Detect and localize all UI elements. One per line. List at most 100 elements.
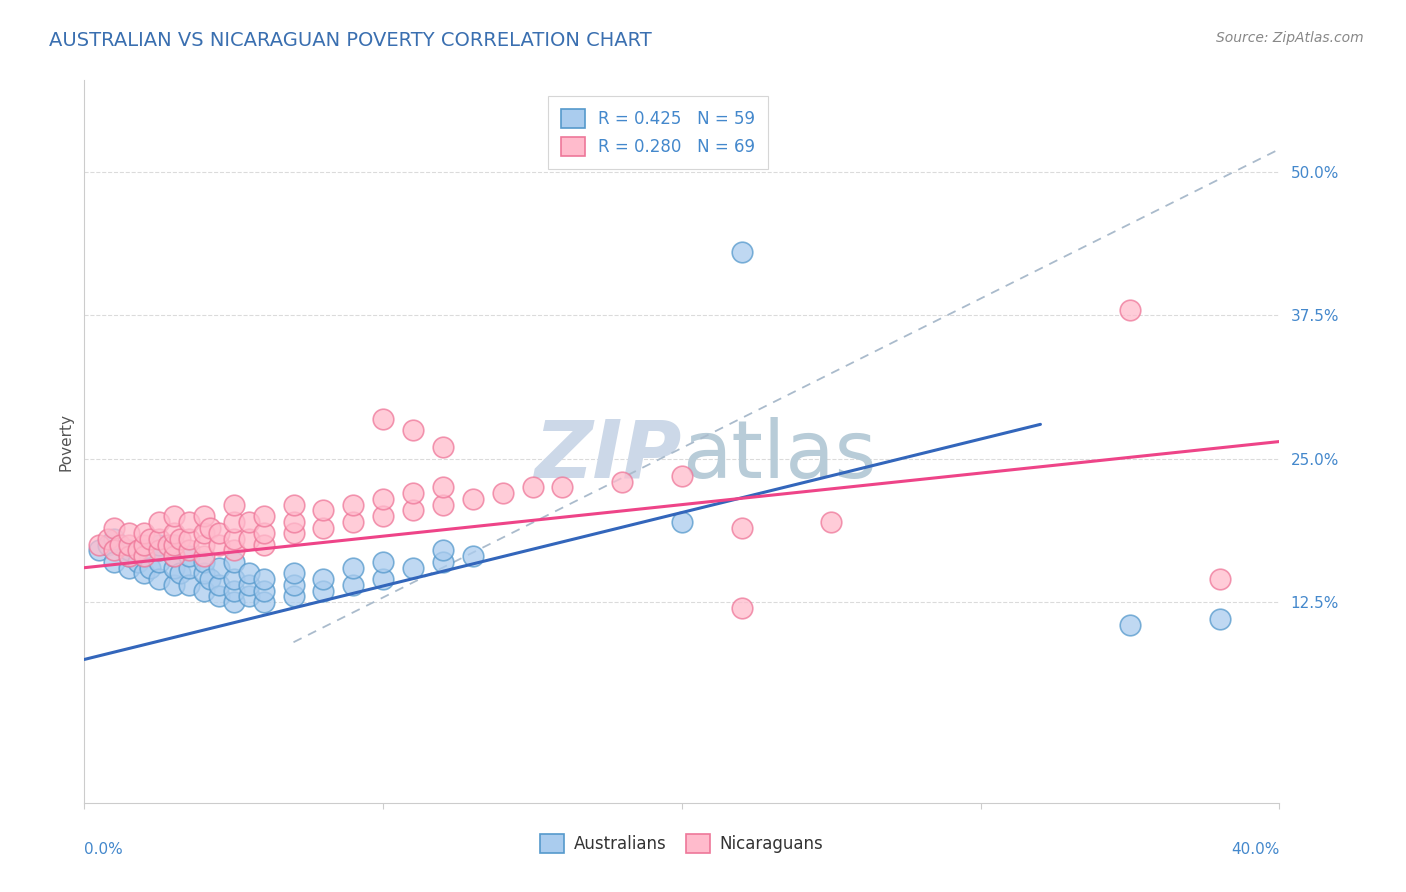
Point	[312, 583, 335, 598]
Point	[222, 515, 245, 529]
Point	[132, 543, 156, 558]
Point	[163, 578, 186, 592]
Point	[118, 543, 141, 558]
Point	[118, 538, 141, 552]
Point	[461, 549, 484, 564]
Point	[163, 549, 186, 564]
Point	[312, 572, 335, 586]
Point	[222, 572, 245, 586]
Point	[222, 532, 245, 546]
Point	[671, 469, 693, 483]
Point	[312, 503, 335, 517]
Point	[208, 526, 231, 541]
Point	[402, 423, 425, 437]
Point	[253, 595, 276, 609]
Point	[342, 560, 364, 574]
Point	[253, 583, 276, 598]
Point	[238, 578, 260, 592]
Point	[169, 566, 191, 581]
Text: atlas: atlas	[682, 417, 876, 495]
Point	[238, 590, 260, 604]
Point	[103, 532, 125, 546]
Point	[157, 538, 180, 552]
Point	[148, 543, 170, 558]
Point	[193, 555, 215, 569]
Point	[132, 549, 156, 564]
Point	[671, 515, 693, 529]
Point	[432, 480, 454, 494]
Point	[132, 538, 156, 552]
Point	[177, 532, 200, 546]
Point	[118, 526, 141, 541]
Point	[402, 503, 425, 517]
Point	[222, 555, 245, 569]
Point	[163, 526, 186, 541]
Text: ZIP: ZIP	[534, 417, 682, 495]
Point	[163, 509, 186, 524]
Text: 0.0%: 0.0%	[84, 842, 124, 856]
Point	[118, 549, 141, 564]
Point	[193, 566, 215, 581]
Point	[103, 520, 125, 534]
Point	[522, 480, 544, 494]
Point	[148, 572, 170, 586]
Point	[222, 498, 245, 512]
Point	[612, 475, 634, 489]
Point	[312, 520, 335, 534]
Point	[342, 498, 364, 512]
Point	[222, 595, 245, 609]
Point	[283, 526, 305, 541]
Point	[139, 560, 162, 574]
Point	[253, 572, 276, 586]
Point	[118, 560, 141, 574]
Point	[193, 526, 215, 541]
Point	[139, 532, 162, 546]
Point	[148, 543, 170, 558]
Point	[461, 491, 484, 506]
Point	[253, 526, 276, 541]
Point	[169, 532, 191, 546]
Point	[432, 543, 454, 558]
Point	[198, 572, 221, 586]
Point	[551, 480, 574, 494]
Point	[177, 543, 200, 558]
Point	[97, 532, 120, 546]
Point	[238, 515, 260, 529]
Point	[110, 538, 132, 552]
Point	[103, 543, 125, 558]
Point	[238, 566, 260, 581]
Point	[193, 583, 215, 598]
Point	[731, 520, 754, 534]
Point	[148, 515, 170, 529]
Point	[402, 486, 425, 500]
Point	[177, 515, 200, 529]
Point	[492, 486, 515, 500]
Point	[373, 555, 395, 569]
Point	[148, 538, 170, 552]
Point	[253, 538, 276, 552]
Point	[1119, 618, 1142, 632]
Point	[148, 532, 170, 546]
Point	[253, 509, 276, 524]
Point	[132, 526, 156, 541]
Y-axis label: Poverty: Poverty	[58, 412, 73, 471]
Point	[208, 578, 231, 592]
Text: AUSTRALIAN VS NICARAGUAN POVERTY CORRELATION CHART: AUSTRALIAN VS NICARAGUAN POVERTY CORRELA…	[49, 31, 652, 50]
Point	[193, 549, 215, 564]
Point	[731, 245, 754, 260]
Point	[208, 538, 231, 552]
Text: 40.0%: 40.0%	[1232, 842, 1279, 856]
Text: Source: ZipAtlas.com: Source: ZipAtlas.com	[1216, 31, 1364, 45]
Point	[402, 560, 425, 574]
Point	[373, 411, 395, 425]
Point	[127, 543, 149, 558]
Point	[198, 520, 221, 534]
Legend: Australians, Nicaraguans: Australians, Nicaraguans	[534, 827, 830, 860]
Point	[222, 583, 245, 598]
Point	[342, 515, 364, 529]
Point	[283, 515, 305, 529]
Point	[127, 555, 149, 569]
Point	[163, 549, 186, 564]
Point	[103, 555, 125, 569]
Point	[342, 578, 364, 592]
